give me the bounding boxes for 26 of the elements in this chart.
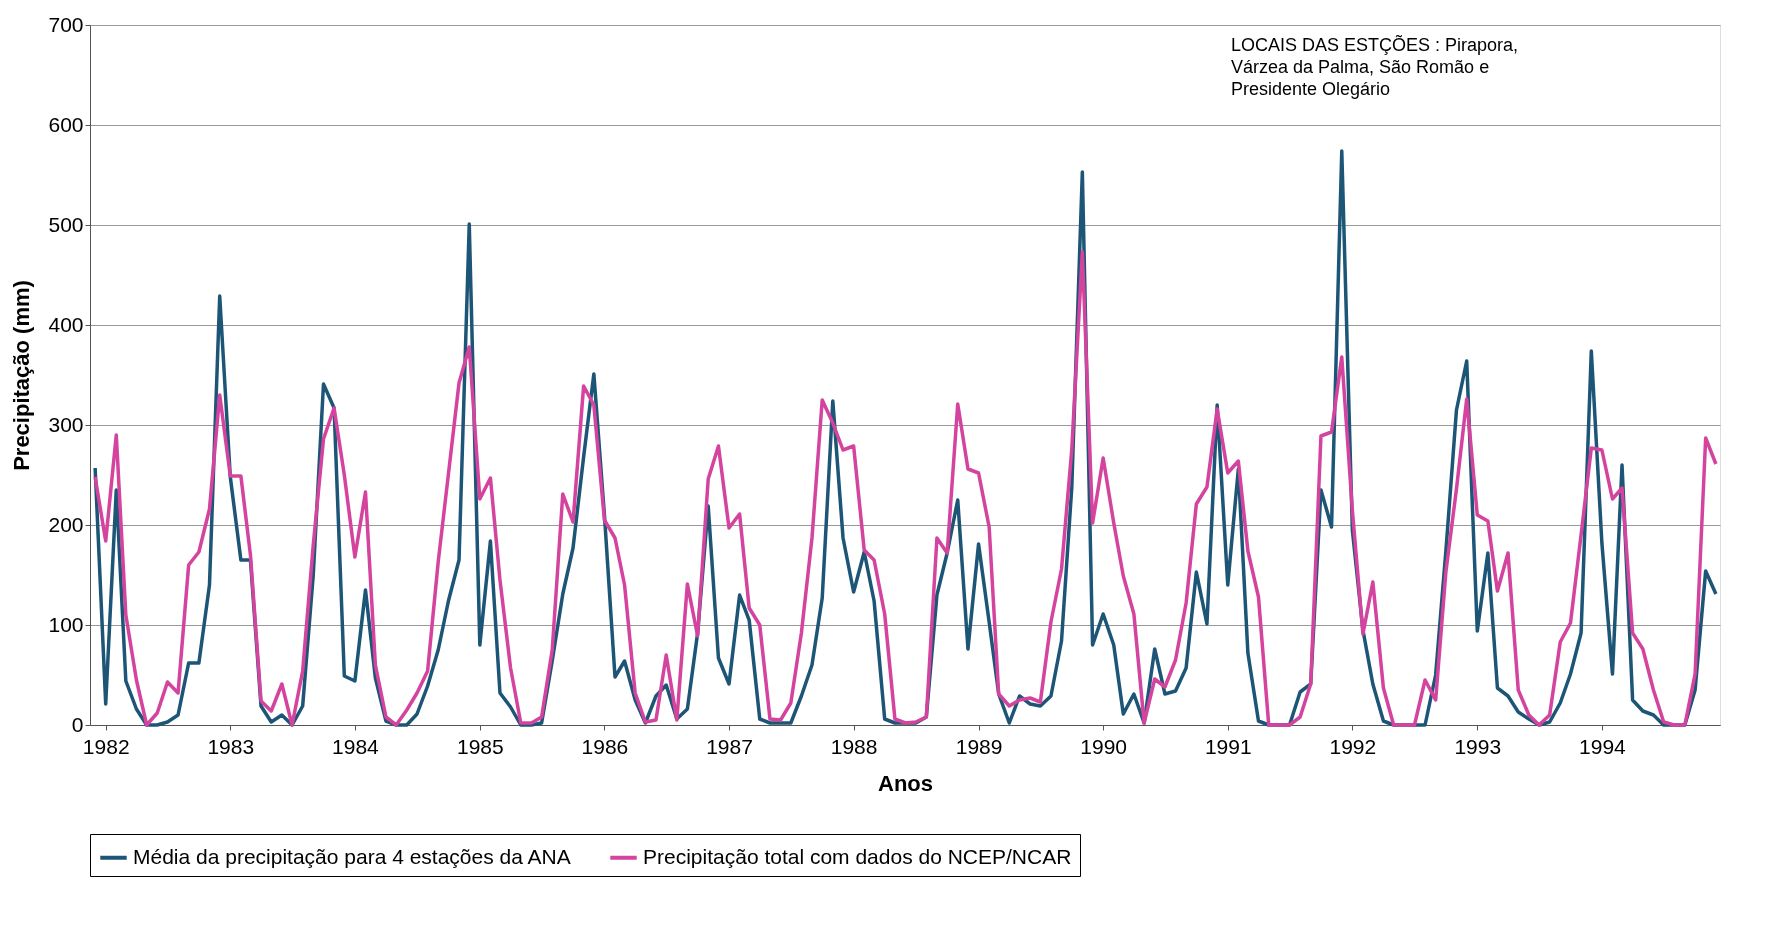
y-tick-label: 300 [48,412,84,436]
legend-label: Precipitação total com dados do NCEP/NCAR [643,844,1072,868]
y-tick-label: 600 [48,112,84,136]
y-axis-title: Precipitação (mm) [9,280,35,471]
x-tick-label: 1985 [456,734,504,758]
legend-label: Média da precipitação para 4 estações da ANA [133,844,571,868]
x-tick-label: 1984 [332,734,380,758]
y-tick-label: 700 [48,12,84,36]
y-tick-label: 400 [48,312,84,336]
x-tick-label: 1982 [82,734,130,758]
x-tick-label: 1986 [581,734,629,758]
y-tick-label: 100 [48,612,84,636]
x-tick-label: 1994 [1579,734,1627,758]
x-tick-label: 1988 [830,734,878,758]
x-tick-label: 1989 [955,734,1003,758]
x-axis-title: Anos [878,770,933,796]
y-tick-label: 200 [48,512,84,536]
x-tick-label: 1990 [1080,734,1128,758]
annotation: LOCAIS DAS ESTÇÕES : Pirapora, Várzea da Palma, São Romão e Presidente Olegário [1231,34,1519,99]
x-tick-label: 1987 [706,734,753,758]
y-tick-label: 0 [71,712,84,736]
x-tick-label: 1983 [207,734,255,758]
x-tick-label: 1992 [1329,734,1377,758]
y-tick-label: 500 [48,212,84,236]
x-tick-label: 1991 [1204,734,1252,758]
x-tick-label: 1993 [1454,734,1502,758]
